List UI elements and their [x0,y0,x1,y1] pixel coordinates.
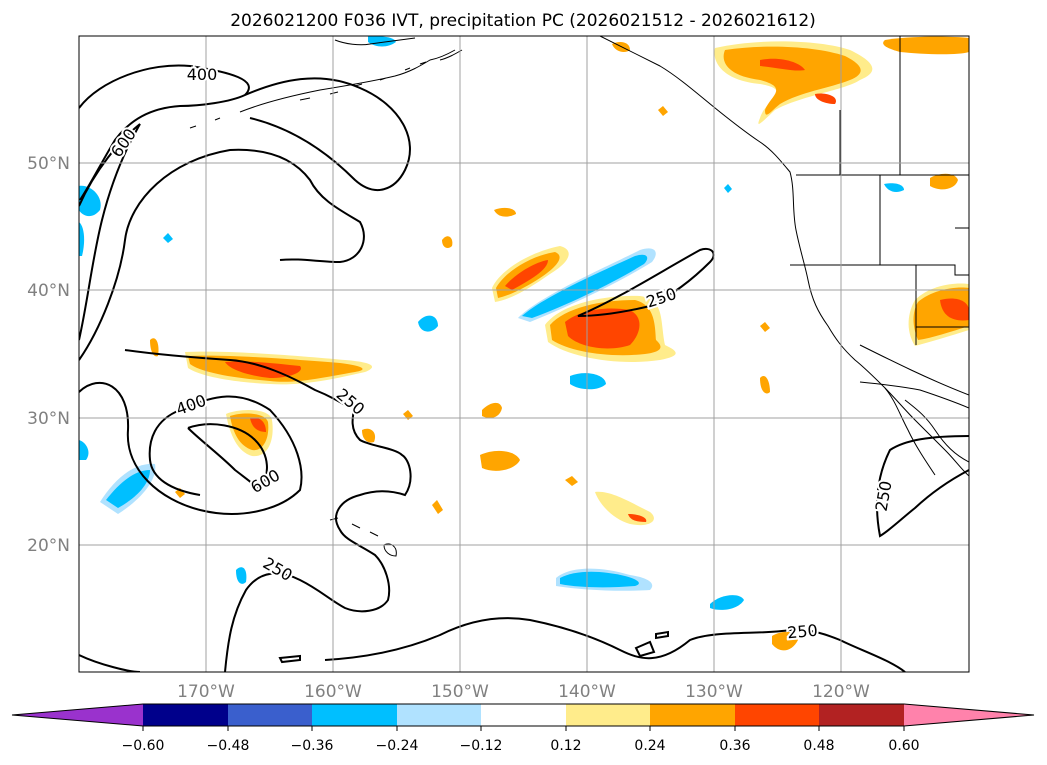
dry-area-10 [163,233,173,243]
dry-area-8 [79,440,89,460]
colorbar-tick-label: 0.36 [719,738,750,754]
dry-area-6 [368,36,396,47]
coastline-north-america-west [599,36,969,477]
precip-area-north-coast-core [723,46,861,115]
precip-area-small-3-core [628,514,647,522]
precip-area-top-right [883,36,969,55]
lon-label: 120°W [812,682,870,702]
precip-area-small-8 [442,236,453,248]
coastline-alaska-aleutians [189,37,463,129]
precip-area-small-13 [565,476,578,486]
precip-area-small-5 [760,375,770,394]
border-us-mexico [859,381,969,409]
longitude-labels: 170°W 160°W 150°W 140°W 130°W 120°W [177,682,870,702]
colorbar: −0.60 −0.48 −0.36 −0.24 −0.12 0.12 0.24 … [11,703,1035,754]
colorbar-segment [819,704,904,726]
map-panel: 400 600 250 400 250 600 250 250 250 [78,35,970,673]
precip-area-small-10 [494,207,516,217]
dry-area-5 [79,222,85,256]
colorbar-ticks [142,726,905,731]
colorbar-tick-label: −0.24 [376,738,419,754]
dry-area-2 [418,315,438,332]
precip-area-north-coast-peak [760,58,836,104]
precip-area-small-12 [175,488,185,498]
lat-label: 20°N [27,536,70,556]
colorbar-segment [143,704,228,726]
lat-label: 30°N [27,409,70,429]
colorbar-segment [650,704,735,726]
colorbar-tick-label: −0.48 [207,738,250,754]
colorbar-tick-label: 0.48 [803,738,834,754]
colorbar-tick-label: 0.60 [888,738,919,754]
dry-area-south-band-core [560,571,639,588]
colorbar-segment [481,704,566,726]
colorbar-tick-label: −0.60 [122,738,165,754]
contour-line-250-west [79,148,365,409]
latitude-labels: 50°N 40°N 30°N 20°N [27,154,70,556]
colorbar-extension-above [904,704,1034,726]
precip-area-central-north-peak [505,260,548,290]
precip-area-west-blob-peak [250,417,266,432]
dry-area-9 [884,183,904,192]
contour-line-small-1 [278,654,301,664]
dry-area-3 [710,595,744,610]
precip-area-small-4 [930,173,958,190]
coastline-hawaii [329,517,397,557]
precip-area-small-15 [658,106,668,116]
colorbar-extension-below [12,704,143,726]
contour-line-small-2 [634,640,656,658]
precip-area-small-6 [772,631,798,651]
lon-label: 140°W [558,682,616,702]
colorbar-tick-label: 0.12 [550,738,581,754]
precip-area-small-2 [482,402,502,418]
lon-label: 150°W [431,682,489,702]
colorbar-segment [566,704,650,726]
border-us-states [790,175,969,396]
precip-area-small-1 [480,450,520,471]
map-title: 2026021200 F036 IVT, precipitation PC (2… [230,11,816,31]
contour-line-400-southwest [79,381,303,515]
coastlines [189,36,969,557]
coastline-baja-gulf [884,387,969,476]
graticule [79,36,969,672]
lon-label: 130°W [685,682,743,702]
lon-label: 170°W [177,682,235,702]
colorbar-tick-label: 0.24 [634,738,665,754]
precip-area-central-peak [565,308,640,349]
map-frame [78,35,970,673]
precip-area-east-coast-peak [940,298,969,321]
colorbar-segment [228,704,312,726]
colorbar-tick-label: −0.12 [460,738,503,754]
contour-label: 400 [187,65,218,84]
contour-line-250-southeast [324,617,906,672]
dry-area-southwest-core [106,470,150,508]
contour-label: 250 [786,621,818,643]
dry-area-central-band-core [522,254,648,318]
dry-area-11 [724,184,732,193]
contour-line-250-central [577,248,715,317]
border-canada-provinces [839,36,901,175]
lat-label: 40°N [27,281,70,301]
dry-area-7 [236,567,247,584]
precip-positive-areas [150,36,969,651]
precip-area-small-9 [362,428,376,443]
colorbar-segment [397,704,481,726]
lat-label: 50°N [27,154,70,174]
contour-line-600-west [79,123,141,341]
lon-label: 160°W [304,682,362,702]
dry-area-1 [570,373,606,390]
contour-line-small-3 [655,630,669,640]
contour-line-400-north [79,64,411,201]
precip-area-small-7 [150,338,159,357]
colorbar-segment [735,704,819,726]
colorbar-tick-labels: −0.60 −0.48 −0.36 −0.24 −0.12 0.12 0.24 … [122,738,920,754]
precip-area-small-14 [432,500,443,514]
contour-line-250-east [876,435,969,538]
colorbar-tick-label: −0.36 [291,738,334,754]
colorbar-segment [312,704,397,726]
precip-area-small-16 [760,322,770,332]
contour-line-600-southwest [187,423,268,491]
